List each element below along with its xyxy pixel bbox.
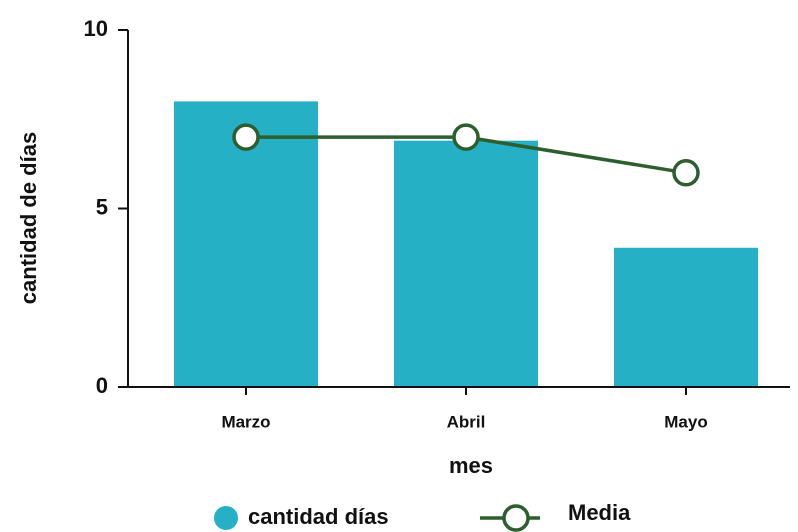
y-tick-label: 5 [96, 194, 108, 219]
bar [614, 247, 758, 387]
x-tick-label: Abril [447, 412, 486, 431]
y-axis-label: cantidad de días [16, 132, 41, 304]
x-tick-label: Marzo [221, 412, 270, 431]
line-marker [232, 123, 260, 151]
line-marker [672, 159, 700, 187]
legend-swatch [502, 504, 530, 532]
y-tick-label: 10 [84, 16, 108, 41]
x-tick-label: Mayo [664, 412, 707, 431]
legend-label: Media [568, 500, 631, 525]
y-tick-label: 0 [96, 373, 108, 398]
legend-label: cantidad días [248, 504, 389, 529]
bar [394, 140, 538, 387]
x-axis-label: mes [449, 453, 493, 478]
legend-swatch [214, 506, 238, 530]
line-marker [452, 123, 480, 151]
